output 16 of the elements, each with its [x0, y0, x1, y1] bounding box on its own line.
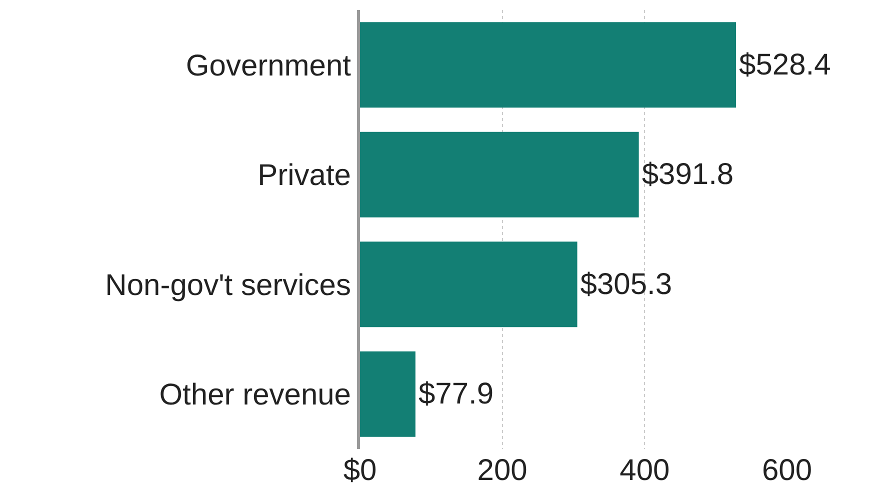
y-tick-label: Other revenue	[159, 378, 351, 412]
y-tick-label: Non-gov't services	[105, 268, 351, 302]
data-label: $391.8	[642, 158, 734, 192]
bar	[360, 22, 736, 108]
data-label: $528.4	[739, 48, 831, 82]
data-label: $305.3	[580, 268, 672, 301]
bar	[360, 242, 578, 328]
y-tick-label: Government	[186, 49, 352, 82]
x-tick-label: 400	[620, 454, 670, 487]
bar	[360, 351, 416, 437]
y-tick-label: Private	[258, 159, 351, 192]
bar	[360, 132, 639, 218]
x-tick-label: 200	[477, 454, 528, 487]
x-tick-label: 600	[762, 454, 812, 487]
data-label: $77.9	[418, 378, 494, 411]
x-tick-label: $0	[343, 454, 377, 487]
